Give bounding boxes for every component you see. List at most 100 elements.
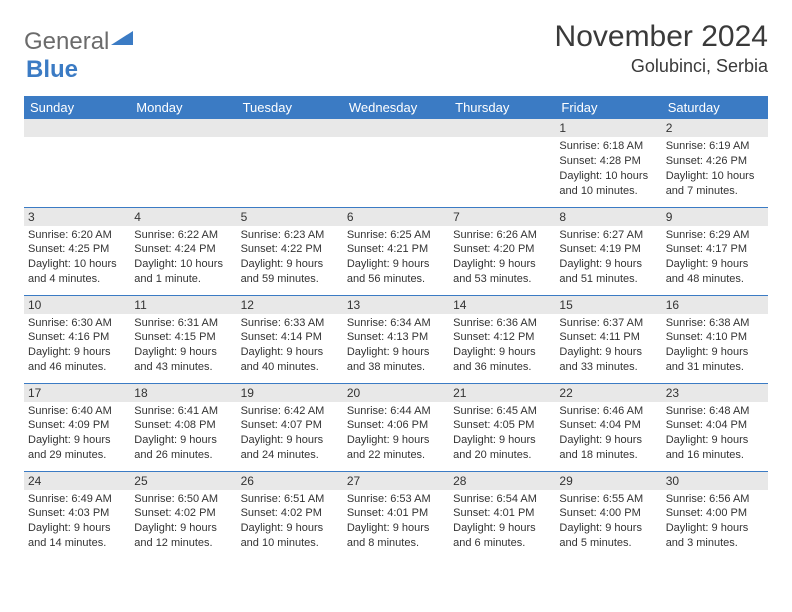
sunset-text: Sunset: 4:19 PM bbox=[559, 242, 657, 257]
daylight-text: Daylight: 9 hours and 5 minutes. bbox=[559, 521, 657, 551]
sunset-text: Sunset: 4:16 PM bbox=[28, 330, 126, 345]
location-label: Golubinci, Serbia bbox=[555, 56, 768, 77]
day-details: Sunrise: 6:54 AMSunset: 4:01 PMDaylight:… bbox=[449, 490, 555, 553]
day-cell: 29Sunrise: 6:55 AMSunset: 4:00 PMDayligh… bbox=[555, 471, 661, 559]
day-number: 17 bbox=[24, 384, 130, 402]
day-cell: 24Sunrise: 6:49 AMSunset: 4:03 PMDayligh… bbox=[24, 471, 130, 559]
day-number: 29 bbox=[555, 472, 661, 490]
sunset-text: Sunset: 4:10 PM bbox=[666, 330, 764, 345]
daylight-text: Daylight: 9 hours and 3 minutes. bbox=[666, 521, 764, 551]
day-number: 25 bbox=[130, 472, 236, 490]
sunrise-text: Sunrise: 6:50 AM bbox=[134, 492, 232, 507]
sunrise-text: Sunrise: 6:25 AM bbox=[347, 228, 445, 243]
day-number: 22 bbox=[555, 384, 661, 402]
day-number-bar bbox=[24, 119, 130, 137]
day-details: Sunrise: 6:34 AMSunset: 4:13 PMDaylight:… bbox=[343, 314, 449, 377]
sunset-text: Sunset: 4:01 PM bbox=[347, 506, 445, 521]
daylight-text: Daylight: 9 hours and 16 minutes. bbox=[666, 433, 764, 463]
day-cell bbox=[130, 119, 236, 207]
sunrise-text: Sunrise: 6:36 AM bbox=[453, 316, 551, 331]
logo-text-general: General bbox=[24, 28, 109, 55]
day-number-bar bbox=[343, 119, 449, 137]
day-number: 8 bbox=[555, 208, 661, 226]
sunrise-text: Sunrise: 6:41 AM bbox=[134, 404, 232, 419]
day-number: 16 bbox=[662, 296, 768, 314]
day-cell: 20Sunrise: 6:44 AMSunset: 4:06 PMDayligh… bbox=[343, 383, 449, 471]
sunset-text: Sunset: 4:01 PM bbox=[453, 506, 551, 521]
daylight-text: Daylight: 9 hours and 24 minutes. bbox=[241, 433, 339, 463]
daylight-text: Daylight: 9 hours and 20 minutes. bbox=[453, 433, 551, 463]
week-row: 17Sunrise: 6:40 AMSunset: 4:09 PMDayligh… bbox=[24, 383, 768, 471]
logo-text-blue: Blue bbox=[26, 56, 78, 83]
daylight-text: Daylight: 9 hours and 43 minutes. bbox=[134, 345, 232, 375]
day-details: Sunrise: 6:48 AMSunset: 4:04 PMDaylight:… bbox=[662, 402, 768, 465]
day-number: 26 bbox=[237, 472, 343, 490]
day-number: 13 bbox=[343, 296, 449, 314]
day-cell: 23Sunrise: 6:48 AMSunset: 4:04 PMDayligh… bbox=[662, 383, 768, 471]
sunrise-text: Sunrise: 6:33 AM bbox=[241, 316, 339, 331]
day-cell: 18Sunrise: 6:41 AMSunset: 4:08 PMDayligh… bbox=[130, 383, 236, 471]
sunset-text: Sunset: 4:00 PM bbox=[666, 506, 764, 521]
sunset-text: Sunset: 4:04 PM bbox=[559, 418, 657, 433]
sunset-text: Sunset: 4:09 PM bbox=[28, 418, 126, 433]
day-number: 6 bbox=[343, 208, 449, 226]
title-block: November 2024 Golubinci, Serbia bbox=[555, 20, 768, 77]
sunset-text: Sunset: 4:20 PM bbox=[453, 242, 551, 257]
day-cell bbox=[24, 119, 130, 207]
day-cell: 12Sunrise: 6:33 AMSunset: 4:14 PMDayligh… bbox=[237, 295, 343, 383]
day-details: Sunrise: 6:46 AMSunset: 4:04 PMDaylight:… bbox=[555, 402, 661, 465]
day-number: 18 bbox=[130, 384, 236, 402]
sunset-text: Sunset: 4:07 PM bbox=[241, 418, 339, 433]
day-details: Sunrise: 6:18 AMSunset: 4:28 PMDaylight:… bbox=[555, 137, 661, 200]
day-number: 9 bbox=[662, 208, 768, 226]
day-details: Sunrise: 6:45 AMSunset: 4:05 PMDaylight:… bbox=[449, 402, 555, 465]
day-cell: 8Sunrise: 6:27 AMSunset: 4:19 PMDaylight… bbox=[555, 207, 661, 295]
weekday-header: Wednesday bbox=[343, 96, 449, 119]
sunrise-text: Sunrise: 6:18 AM bbox=[559, 139, 657, 154]
daylight-text: Daylight: 9 hours and 31 minutes. bbox=[666, 345, 764, 375]
daylight-text: Daylight: 9 hours and 48 minutes. bbox=[666, 257, 764, 287]
day-number: 30 bbox=[662, 472, 768, 490]
day-cell: 3Sunrise: 6:20 AMSunset: 4:25 PMDaylight… bbox=[24, 207, 130, 295]
day-details: Sunrise: 6:33 AMSunset: 4:14 PMDaylight:… bbox=[237, 314, 343, 377]
sunset-text: Sunset: 4:15 PM bbox=[134, 330, 232, 345]
sunset-text: Sunset: 4:26 PM bbox=[666, 154, 764, 169]
day-details: Sunrise: 6:36 AMSunset: 4:12 PMDaylight:… bbox=[449, 314, 555, 377]
daylight-text: Daylight: 9 hours and 56 minutes. bbox=[347, 257, 445, 287]
day-number: 20 bbox=[343, 384, 449, 402]
day-details: Sunrise: 6:23 AMSunset: 4:22 PMDaylight:… bbox=[237, 226, 343, 289]
daylight-text: Daylight: 9 hours and 8 minutes. bbox=[347, 521, 445, 551]
sunrise-text: Sunrise: 6:49 AM bbox=[28, 492, 126, 507]
sunset-text: Sunset: 4:05 PM bbox=[453, 418, 551, 433]
day-details: Sunrise: 6:20 AMSunset: 4:25 PMDaylight:… bbox=[24, 226, 130, 289]
day-details: Sunrise: 6:51 AMSunset: 4:02 PMDaylight:… bbox=[237, 490, 343, 553]
sunset-text: Sunset: 4:02 PM bbox=[241, 506, 339, 521]
day-cell bbox=[237, 119, 343, 207]
sunrise-text: Sunrise: 6:40 AM bbox=[28, 404, 126, 419]
daylight-text: Daylight: 9 hours and 12 minutes. bbox=[134, 521, 232, 551]
weekday-header: Monday bbox=[130, 96, 236, 119]
sunset-text: Sunset: 4:21 PM bbox=[347, 242, 445, 257]
daylight-text: Daylight: 9 hours and 18 minutes. bbox=[559, 433, 657, 463]
weekday-header: Sunday bbox=[24, 96, 130, 119]
day-details: Sunrise: 6:38 AMSunset: 4:10 PMDaylight:… bbox=[662, 314, 768, 377]
daylight-text: Daylight: 9 hours and 51 minutes. bbox=[559, 257, 657, 287]
sunrise-text: Sunrise: 6:22 AM bbox=[134, 228, 232, 243]
week-row: 3Sunrise: 6:20 AMSunset: 4:25 PMDaylight… bbox=[24, 207, 768, 295]
sunset-text: Sunset: 4:14 PM bbox=[241, 330, 339, 345]
daylight-text: Daylight: 9 hours and 10 minutes. bbox=[241, 521, 339, 551]
day-number: 4 bbox=[130, 208, 236, 226]
sunrise-text: Sunrise: 6:26 AM bbox=[453, 228, 551, 243]
sunset-text: Sunset: 4:02 PM bbox=[134, 506, 232, 521]
day-number: 12 bbox=[237, 296, 343, 314]
day-details: Sunrise: 6:31 AMSunset: 4:15 PMDaylight:… bbox=[130, 314, 236, 377]
sunrise-text: Sunrise: 6:48 AM bbox=[666, 404, 764, 419]
daylight-text: Daylight: 9 hours and 40 minutes. bbox=[241, 345, 339, 375]
day-details: Sunrise: 6:56 AMSunset: 4:00 PMDaylight:… bbox=[662, 490, 768, 553]
sunrise-text: Sunrise: 6:20 AM bbox=[28, 228, 126, 243]
day-details: Sunrise: 6:40 AMSunset: 4:09 PMDaylight:… bbox=[24, 402, 130, 465]
day-cell: 27Sunrise: 6:53 AMSunset: 4:01 PMDayligh… bbox=[343, 471, 449, 559]
day-cell: 22Sunrise: 6:46 AMSunset: 4:04 PMDayligh… bbox=[555, 383, 661, 471]
day-details: Sunrise: 6:30 AMSunset: 4:16 PMDaylight:… bbox=[24, 314, 130, 377]
daylight-text: Daylight: 9 hours and 46 minutes. bbox=[28, 345, 126, 375]
